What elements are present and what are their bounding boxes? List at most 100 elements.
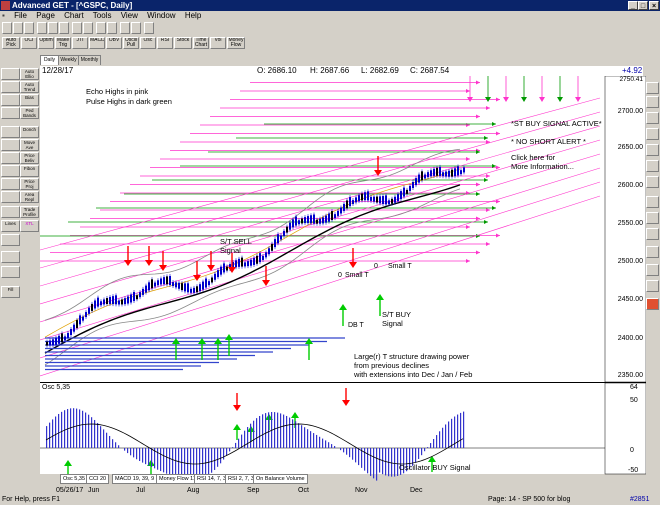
money-flow-button[interactable]: Money Flow — [227, 37, 245, 49]
crosshair-icon[interactable] — [131, 22, 141, 34]
alert-icon[interactable] — [646, 298, 659, 310]
auto-pick-button[interactable]: Auto Pick — [2, 37, 20, 49]
erase-icon[interactable] — [1, 266, 20, 278]
xtl-button[interactable]: XTL — [20, 220, 39, 232]
arrow-down-icon[interactable] — [1, 165, 20, 177]
menu-window[interactable]: Window — [147, 11, 176, 20]
minimize-button[interactable]: _ — [628, 1, 638, 10]
gann-icon[interactable] — [1, 234, 20, 246]
zoom-in-icon[interactable] — [72, 22, 82, 34]
new-icon[interactable] — [2, 22, 12, 34]
line-icon[interactable] — [1, 81, 20, 93]
price-proj-button[interactable]: Price Proj — [20, 178, 39, 190]
save-icon[interactable] — [24, 22, 34, 34]
chart-icon[interactable] — [96, 22, 106, 34]
oci-button[interactable]: OCI — [21, 37, 37, 49]
menu-chart[interactable]: Chart — [64, 11, 84, 20]
tab-macd[interactable]: MACD 19, 39, 9 — [112, 474, 158, 484]
auto-trend-button[interactable]: Auto Trend — [20, 81, 39, 93]
arrow-up-icon[interactable] — [1, 152, 20, 164]
menu-page[interactable]: Page — [36, 11, 55, 20]
fib-ret-icon[interactable] — [646, 128, 659, 140]
candle-body — [250, 259, 252, 266]
trade-profile-button[interactable]: Trade Profile — [20, 206, 39, 218]
menu-help[interactable]: Help — [184, 11, 202, 20]
osc-button[interactable]: Osc — [140, 37, 156, 49]
time-chart-button[interactable]: Time Chart — [193, 37, 209, 49]
channel-icon[interactable] — [1, 126, 20, 138]
chart-area[interactable]: 2750.41 2700.00 2650.00 2600.00 2550.00 … — [40, 76, 646, 494]
cut-icon[interactable] — [48, 22, 58, 34]
pen-icon[interactable] — [646, 96, 659, 108]
fill-button[interactable]: Fill — [1, 286, 20, 298]
osc-bar — [460, 412, 462, 448]
arrow-icon[interactable] — [120, 22, 130, 34]
pencil-icon[interactable] — [646, 82, 659, 94]
ped-bands-button[interactable]: Ped Bands — [20, 107, 39, 119]
candle-body — [115, 295, 117, 305]
auto-ellio-button[interactable]: Auto Ellio — [20, 68, 39, 80]
move-ave-button[interactable]: Move Ave — [20, 139, 39, 151]
text-icon[interactable] — [1, 191, 20, 203]
optim-button[interactable]: Optim — [38, 37, 54, 49]
tab-cci[interactable]: CCI 20 — [86, 474, 110, 484]
stock-button[interactable]: Stock — [174, 37, 192, 49]
tab-weekly[interactable]: Weekly — [58, 55, 79, 65]
ellipse-icon[interactable] — [1, 139, 20, 151]
menu-tools[interactable]: Tools — [92, 11, 112, 20]
close-button[interactable]: × — [649, 1, 659, 10]
echo-arrowhead — [496, 233, 500, 238]
fib-fan-icon[interactable] — [646, 160, 659, 172]
tab-monthly[interactable]: Monthly — [78, 55, 101, 65]
click-here-link[interactable]: Click here for — [511, 153, 556, 162]
vline-icon[interactable] — [1, 107, 20, 119]
tab-rsi-14[interactable]: RSI 14, 7, 3 — [194, 474, 230, 484]
tab-osc[interactable]: Osc 5,35 — [60, 474, 89, 484]
zoom-out-icon[interactable] — [83, 22, 93, 34]
cycle-icon[interactable] — [1, 251, 20, 263]
tab-money-flow[interactable]: Money Flow 11 — [156, 474, 199, 484]
macd-button[interactable]: MACD — [89, 37, 105, 49]
obv-button[interactable]: OBV — [106, 37, 122, 49]
area-repl-button[interactable]: Area Repl — [20, 191, 39, 203]
vol-button[interactable]: Vol — [210, 37, 226, 49]
target-icon[interactable] — [646, 212, 659, 224]
osc-bar — [61, 411, 63, 448]
maximize-button[interactable]: □ — [638, 1, 648, 10]
donch-button[interactable]: Donch — [20, 126, 39, 138]
tab-daily[interactable]: Daily — [40, 55, 59, 65]
osc-bar — [277, 412, 279, 448]
fib-icon[interactable] — [1, 178, 20, 190]
print-icon[interactable] — [37, 22, 47, 34]
osc-bar — [76, 408, 78, 448]
tab-obv[interactable]: On Balance Volume — [253, 474, 308, 484]
hline-icon[interactable] — [1, 94, 20, 106]
pti-icon[interactable] — [646, 196, 659, 208]
price-beliv-button[interactable]: Price Beliv — [20, 152, 39, 164]
grid-icon[interactable] — [107, 22, 117, 34]
fib-arc-icon[interactable] — [646, 176, 659, 188]
fibon-button[interactable]: Fibon — [20, 165, 39, 177]
osc-bar — [427, 447, 429, 448]
ruler-icon[interactable] — [1, 206, 20, 218]
rsi-button[interactable]: RSI — [157, 37, 173, 49]
ellipse-tool-icon[interactable] — [646, 228, 659, 240]
copy-icon[interactable] — [59, 22, 69, 34]
help-icon[interactable] — [144, 22, 154, 34]
make-trig-button[interactable]: Make Trig — [55, 37, 71, 49]
fib-time-icon[interactable] — [646, 144, 659, 156]
date-label-nov: Nov — [355, 487, 368, 494]
trend-icon[interactable] — [646, 264, 659, 276]
lines-button[interactable]: Lines — [1, 220, 20, 232]
cursor-icon[interactable] — [1, 68, 20, 80]
menu-view[interactable]: View — [120, 11, 138, 20]
open-icon[interactable] — [13, 22, 23, 34]
signal-icon[interactable] — [646, 246, 659, 258]
fib-ext-icon[interactable] — [646, 112, 659, 124]
oscill-pull-button[interactable]: Oscill Pull — [123, 37, 139, 49]
bias-button[interactable]: Bias — [20, 94, 39, 106]
menu-file[interactable]: File — [14, 11, 27, 20]
more-info-link[interactable]: More Information... — [511, 162, 574, 171]
jti-button[interactable]: JTI — [72, 37, 88, 49]
bars-icon[interactable] — [646, 280, 659, 292]
